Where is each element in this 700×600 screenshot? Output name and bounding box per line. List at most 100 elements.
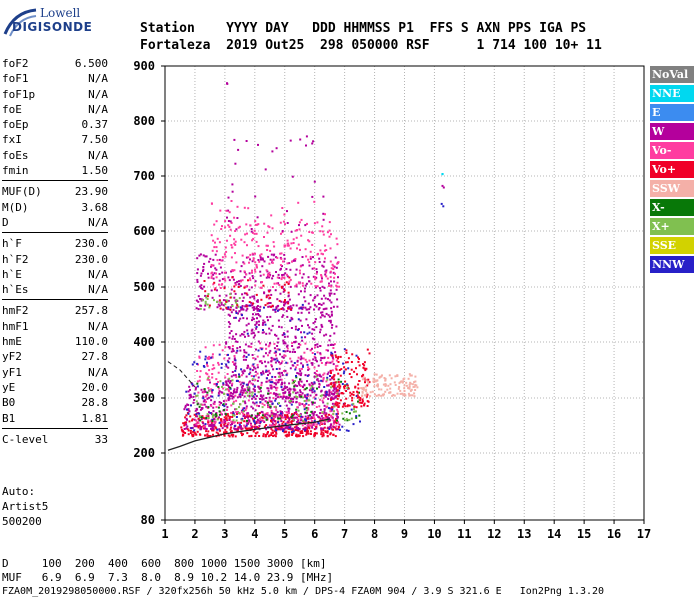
echo-point	[196, 403, 199, 406]
echo-point	[241, 394, 244, 396]
echo-point	[200, 299, 203, 302]
echo-point	[353, 408, 355, 411]
echo-point	[235, 306, 238, 309]
echo-point	[187, 409, 190, 412]
echo-point	[252, 401, 255, 404]
echo-point	[277, 337, 280, 340]
echo-point	[211, 249, 214, 252]
echo-point	[239, 285, 242, 287]
echo-point	[182, 431, 185, 434]
echo-point	[328, 413, 330, 416]
echo-point	[248, 392, 251, 395]
echo-point	[330, 415, 333, 418]
echo-point	[246, 419, 248, 422]
echo-point	[204, 255, 207, 258]
echo-point	[254, 409, 257, 412]
echo-point	[254, 393, 256, 396]
echo-point	[336, 419, 338, 422]
echo-point	[259, 342, 262, 345]
echo-point	[330, 409, 333, 412]
echo-point	[330, 326, 333, 329]
echo-point	[356, 391, 359, 394]
echo-point	[225, 363, 228, 366]
echo-point	[249, 427, 252, 430]
echo-point	[268, 372, 271, 375]
echo-point	[278, 414, 281, 417]
echo-point	[247, 279, 249, 282]
echo-point	[195, 386, 197, 389]
echo-point	[348, 412, 351, 415]
echo-point	[324, 257, 326, 260]
param-value: 7.50	[81, 133, 109, 147]
echo-point	[228, 377, 231, 380]
echo-point	[309, 414, 312, 417]
echo-point	[228, 347, 231, 350]
echo-point	[246, 367, 249, 370]
echo-point	[250, 425, 253, 428]
echo-point	[334, 354, 337, 357]
echo-point	[332, 381, 335, 384]
echo-point	[333, 280, 336, 283]
echo-point	[278, 325, 281, 328]
echo-point	[373, 373, 376, 376]
echo-point	[291, 260, 293, 263]
echo-point	[238, 406, 240, 409]
echo-point	[268, 351, 271, 354]
echo-point	[245, 285, 248, 288]
echo-point	[220, 419, 223, 422]
echo-point	[218, 304, 221, 307]
echo-point	[207, 276, 210, 279]
echo-point	[344, 380, 347, 383]
echo-point	[281, 411, 283, 413]
echo-point	[205, 430, 208, 433]
echo-point	[271, 150, 274, 153]
echo-point	[290, 242, 293, 245]
echo-point	[321, 311, 324, 314]
param-row: hmF1 N/A	[2, 319, 108, 334]
echo-point	[262, 273, 265, 276]
echo-point	[296, 359, 299, 362]
echo-point	[225, 341, 228, 344]
echo-point	[334, 402, 337, 405]
echo-point	[277, 428, 280, 431]
echo-point	[211, 395, 214, 398]
echo-point	[286, 372, 289, 375]
echo-point	[287, 427, 290, 430]
echo-point	[253, 307, 256, 310]
echo-point	[237, 305, 240, 308]
echo-point	[358, 357, 360, 360]
echo-point	[331, 376, 333, 379]
echo-point	[283, 385, 286, 388]
echo-point	[247, 364, 249, 367]
echo-point	[233, 290, 236, 293]
x-tick-label: 14	[547, 527, 561, 541]
echo-point	[270, 305, 273, 308]
echo-point	[247, 207, 250, 210]
echo-point	[282, 339, 285, 342]
echo-point	[317, 308, 320, 311]
echo-point	[263, 260, 266, 263]
echo-point	[238, 297, 241, 300]
echo-point	[204, 346, 207, 349]
echo-point	[278, 423, 281, 426]
echo-point	[289, 428, 292, 430]
echo-point	[261, 281, 263, 284]
echo-point	[257, 427, 260, 429]
echo-point	[301, 367, 303, 370]
echo-point	[255, 325, 258, 328]
echo-point	[236, 340, 239, 343]
echo-point	[181, 430, 184, 432]
echo-point	[390, 377, 393, 380]
echo-point	[251, 275, 254, 277]
echo-point	[288, 262, 291, 265]
echo-point	[205, 255, 208, 258]
echo-point	[276, 298, 279, 301]
echo-point	[297, 372, 300, 375]
echo-point	[251, 239, 254, 242]
echo-point	[262, 284, 265, 287]
echo-point	[228, 336, 231, 339]
echo-point	[300, 355, 303, 358]
echo-point	[328, 392, 331, 394]
echo-point	[313, 222, 316, 225]
echo-point	[320, 431, 323, 434]
